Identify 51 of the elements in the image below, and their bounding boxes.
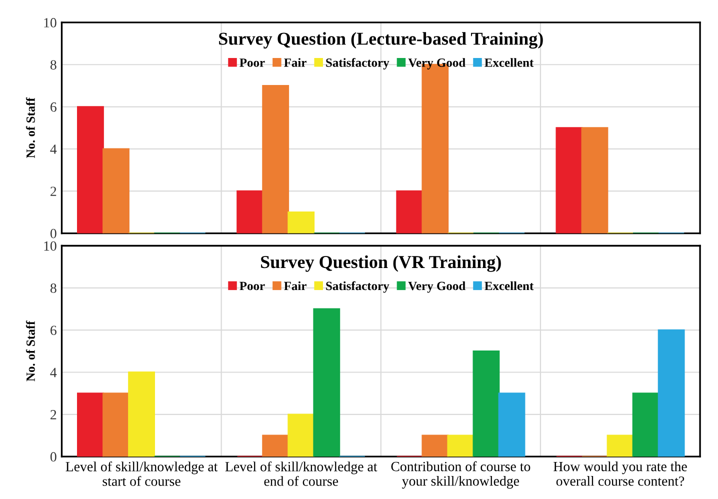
bar xyxy=(262,434,290,457)
legend-label: Very Good xyxy=(408,58,466,70)
y-tick-label: 4 xyxy=(50,144,57,154)
bar xyxy=(313,308,340,457)
bar xyxy=(422,434,449,457)
y-tick-label: 0 xyxy=(50,452,56,462)
chart-title: Survey Question (VR Training) xyxy=(261,255,501,272)
bar xyxy=(632,392,660,457)
bar xyxy=(102,148,130,234)
bar xyxy=(128,372,155,457)
x-tick-label: Level of skill/knowledge at start of course xyxy=(66,461,218,486)
bar xyxy=(658,329,685,457)
legend-label: Poor xyxy=(240,282,265,290)
y-axis-title: No. of Staff xyxy=(26,97,35,158)
bar xyxy=(262,85,290,234)
bar xyxy=(606,434,634,457)
y-tick-label: 8 xyxy=(50,60,56,70)
bar xyxy=(236,190,264,234)
y-tick-label: 0 xyxy=(50,228,56,238)
bar xyxy=(396,190,424,234)
y-tick-label: 10 xyxy=(44,241,56,251)
y-tick-label: 4 xyxy=(50,368,57,378)
legend-label: Satisfactory xyxy=(326,58,390,70)
y-tick-label: 2 xyxy=(50,410,56,420)
bar xyxy=(581,127,608,234)
bar xyxy=(288,212,315,234)
bar xyxy=(447,434,474,457)
bar xyxy=(498,392,526,457)
bar xyxy=(556,127,583,234)
bar xyxy=(288,414,315,457)
legend-label: Excellent xyxy=(484,58,534,67)
x-tick-label: Level of skill/knowledge at end of course xyxy=(225,461,378,486)
bar xyxy=(77,106,104,234)
legend-label: Poor xyxy=(240,58,265,67)
chart-title: Survey Question (Lecture-based Training) xyxy=(219,32,543,49)
legend-label: Excellent xyxy=(484,281,534,290)
legend-label: Fair xyxy=(284,58,306,67)
y-tick-label: 2 xyxy=(50,186,56,196)
y-tick-label: 8 xyxy=(50,284,56,293)
y-tick-label: 10 xyxy=(44,18,56,28)
legend-label: Fair xyxy=(284,281,306,290)
x-tick-label: Contribution of course to your skill/knowledge xyxy=(391,461,530,489)
y-tick-label: 6 xyxy=(50,326,56,336)
legend-label: Satisfactory xyxy=(326,281,390,293)
y-axis-title: No. of Staff xyxy=(26,320,35,382)
bar xyxy=(77,392,104,457)
bar xyxy=(472,350,500,457)
bar xyxy=(102,392,130,457)
legend-label: Very Good xyxy=(408,281,466,293)
y-tick-label: 6 xyxy=(50,102,56,112)
x-tick-label: How would you rate the overall course content? xyxy=(554,461,687,486)
